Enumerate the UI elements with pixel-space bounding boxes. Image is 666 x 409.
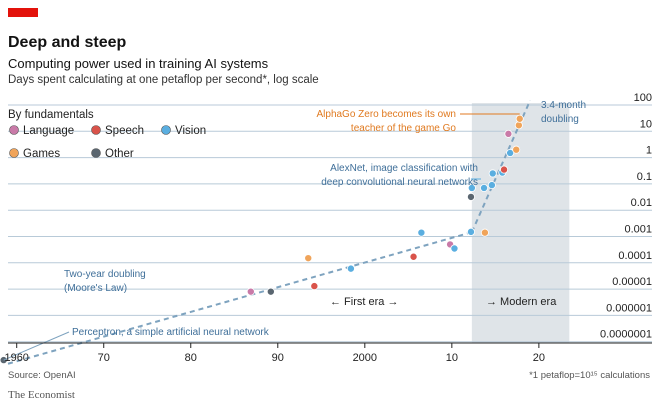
legend-marker-speech: [91, 125, 101, 135]
x-tick-label: 70: [98, 352, 110, 364]
y-tick-label: 100: [634, 92, 652, 104]
data-point-vision: [506, 148, 515, 157]
footnote: *1 petaflop=10¹⁵ calculations: [529, 370, 650, 381]
x-tick-label: 2000: [353, 352, 377, 364]
data-point-vision: [346, 264, 355, 273]
data-point-games: [480, 228, 489, 237]
data-point-speech: [409, 252, 418, 261]
x-tick-label: 90: [272, 352, 284, 364]
legend-label-vision: Vision: [175, 125, 206, 137]
data-point-speech: [310, 282, 319, 291]
legend-label-speech: Speech: [105, 125, 144, 137]
data-point-vision: [488, 169, 497, 178]
chart-description: Days spent calculating at one petaflop p…: [8, 74, 319, 86]
chart-subtitle: Computing power used in training AI syst…: [8, 56, 269, 71]
modern-era-band: [471, 103, 570, 343]
data-point-games: [304, 254, 313, 263]
moore-annotation-line2: (Moore's Law): [64, 283, 127, 294]
alphago-annotation-line2: teacher of the game Go: [351, 123, 457, 134]
y-tick-label: 10: [640, 118, 652, 130]
y-tick-label: 0.01: [631, 197, 652, 209]
legend-marker-language: [9, 125, 19, 135]
perceptron-annotation: Perceptron, a simple artificial neural n…: [72, 327, 270, 338]
legend-label-language: Language: [23, 125, 74, 137]
data-point-vision: [487, 181, 496, 190]
x-tick-label: 10: [446, 352, 458, 364]
brand-red-bar: [8, 8, 38, 17]
legend-marker-vision: [161, 125, 171, 135]
month-doubling-line2: doubling: [541, 114, 579, 125]
y-tick-label: 0.1: [637, 171, 652, 183]
data-point-other: [466, 192, 475, 201]
y-tick-label: 0.00001: [612, 276, 652, 288]
legend-title: By fundamentals: [8, 109, 94, 121]
y-tick-label: 0.000001: [606, 302, 652, 314]
data-point-vision: [467, 183, 476, 192]
brand-logo: The Economist: [8, 389, 75, 401]
data-point-vision: [466, 227, 475, 236]
data-point-language: [246, 287, 255, 296]
x-tick-label: 80: [185, 352, 197, 364]
alphago-annotation-line1: AlphaGo Zero becomes its own: [316, 109, 456, 120]
data-point-vision: [450, 244, 459, 253]
data-point-games: [515, 114, 524, 123]
legend-marker-games: [9, 148, 19, 158]
x-tick-label: 20: [533, 352, 545, 364]
month-doubling-line1: 3.4-month: [541, 100, 586, 111]
legend-marker-other: [91, 148, 101, 158]
alexnet-annotation-line2: deep convolutional neural networks: [321, 177, 478, 188]
y-tick-label: 0.0000001: [600, 329, 652, 341]
chart-title: Deep and steep: [8, 34, 127, 51]
first-era-label: ← First era →: [330, 296, 398, 308]
data-point-vision: [417, 228, 426, 237]
data-point-games: [512, 145, 521, 154]
y-tick-label: 0.0001: [618, 250, 652, 262]
data-point-games: [514, 121, 523, 130]
data-point-other: [266, 287, 275, 296]
moore-annotation-line1: Two-year doubling: [64, 269, 146, 280]
legend-label-games: Games: [23, 148, 60, 160]
data-point-speech: [500, 165, 509, 174]
trend-line-moore: [7, 231, 473, 365]
y-tick-label: 1: [646, 145, 652, 157]
data-point-vision: [480, 183, 489, 192]
perceptron-leader: [3, 331, 70, 361]
legend-label-other: Other: [105, 148, 134, 160]
x-tick-label: 1960: [4, 352, 28, 364]
modern-era-label: → Modern era: [486, 296, 557, 308]
y-tick-label: 0.001: [624, 224, 652, 236]
source-note: Source: OpenAI: [8, 370, 76, 381]
alexnet-annotation-line1: AlexNet, image classification with: [330, 163, 478, 174]
data-point-language: [504, 129, 513, 138]
